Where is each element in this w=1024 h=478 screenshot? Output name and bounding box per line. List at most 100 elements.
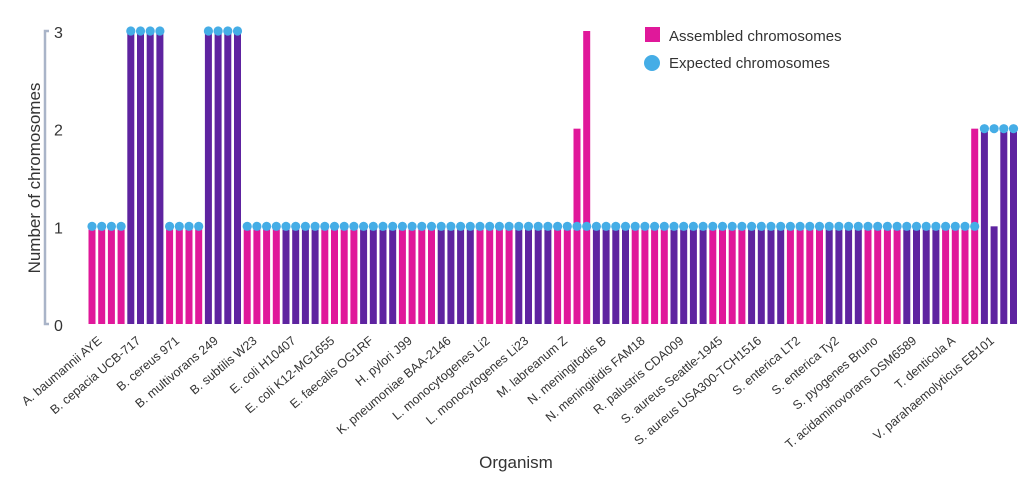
bar-assembled xyxy=(224,31,232,324)
bar-assembled xyxy=(845,226,853,324)
legend-swatch-expected xyxy=(644,55,660,71)
bar-assembled xyxy=(398,226,406,324)
bar-assembled xyxy=(408,226,416,324)
y-tick-label: 0 xyxy=(54,318,63,335)
dot-expected xyxy=(873,221,883,231)
bar-assembled xyxy=(563,226,571,324)
bar-assembled xyxy=(864,226,872,324)
bar-assembled xyxy=(757,226,765,324)
bar-assembled xyxy=(961,226,969,324)
bar-assembled xyxy=(379,226,387,324)
bar-assembled xyxy=(350,226,358,324)
bar-assembled xyxy=(786,226,794,324)
bar-assembled xyxy=(796,226,804,324)
dot-expected xyxy=(397,221,407,231)
bar-assembled xyxy=(651,226,659,324)
bar-assembled xyxy=(641,226,649,324)
bar-assembled xyxy=(738,226,746,324)
dot-expected xyxy=(601,221,611,231)
bar-assembled xyxy=(709,226,717,324)
dot-expected xyxy=(417,221,427,231)
bar-assembled xyxy=(1000,128,1008,324)
bar-assembled xyxy=(883,226,891,324)
bar-assembled xyxy=(486,226,494,324)
bar-assembled xyxy=(389,226,397,324)
dot-expected xyxy=(174,221,184,231)
dot-expected xyxy=(135,26,146,36)
bar-assembled xyxy=(554,226,562,324)
bar-assembled xyxy=(107,226,115,324)
bar-assembled xyxy=(340,226,348,324)
dot-expected xyxy=(727,221,737,231)
bar-assembled xyxy=(990,226,998,324)
dot-expected xyxy=(300,221,310,231)
dot-expected xyxy=(465,221,475,231)
bar-assembled xyxy=(825,226,833,324)
dot-expected xyxy=(999,124,1009,134)
bar-assembled xyxy=(466,226,474,324)
dot-expected xyxy=(223,26,233,36)
bar-assembled xyxy=(127,31,135,324)
y-tick-label: 3 xyxy=(54,25,63,42)
dot-expected xyxy=(863,221,873,231)
bar-assembled xyxy=(893,226,901,324)
bar-assembled xyxy=(534,226,542,324)
bar-assembled xyxy=(922,226,930,324)
dot-expected xyxy=(436,221,446,231)
dot-expected xyxy=(281,221,291,231)
bar-assembled xyxy=(282,226,290,324)
bar-assembled xyxy=(311,226,319,324)
dot-expected xyxy=(155,26,165,36)
dot-expected xyxy=(378,221,388,231)
dot-expected xyxy=(359,221,369,231)
bar-assembled xyxy=(699,226,707,324)
dot-expected xyxy=(669,221,679,231)
bar-assembled xyxy=(195,226,203,324)
dot-expected xyxy=(814,221,825,231)
bar-assembled xyxy=(117,226,125,324)
bar-assembled xyxy=(263,226,271,324)
dot-expected xyxy=(232,26,243,36)
x-tick-label: B. subtilis W23 xyxy=(187,334,259,398)
dot-expected xyxy=(165,221,175,231)
bar-assembled xyxy=(447,226,455,324)
dot-expected xyxy=(494,221,504,231)
legend-swatch-assembled xyxy=(645,27,660,42)
dot-expected xyxy=(756,221,766,231)
dot-expected xyxy=(931,221,941,231)
bar-assembled xyxy=(980,128,988,324)
bar-assembled xyxy=(719,226,726,324)
dot-expected xyxy=(388,221,398,231)
bar-assembled xyxy=(728,226,736,324)
dot-expected xyxy=(514,221,524,231)
dot-expected xyxy=(688,221,699,231)
bar-assembled xyxy=(292,226,300,324)
dot-expected xyxy=(950,221,960,231)
dot-expected xyxy=(795,221,805,231)
bar-assembled xyxy=(689,226,697,324)
bar-assembled xyxy=(428,226,435,324)
bar-assembled xyxy=(360,226,368,324)
dot-expected xyxy=(911,221,922,231)
bar-assembled xyxy=(874,226,882,324)
bar-assembled xyxy=(321,226,329,324)
legend-label-assembled: Assembled chromosomes xyxy=(669,28,842,45)
dot-expected xyxy=(776,221,786,231)
dot-expected xyxy=(456,221,466,231)
dot-expected xyxy=(591,221,602,231)
dot-expected xyxy=(446,221,456,231)
bar-assembled xyxy=(544,226,552,324)
dot-expected xyxy=(339,221,349,231)
bar-assembled xyxy=(592,226,600,324)
bar-assembled xyxy=(214,31,222,324)
dot-expected xyxy=(882,221,893,231)
dot-expected xyxy=(611,221,621,231)
dot-expected xyxy=(262,221,272,231)
dot-expected xyxy=(504,221,514,231)
dot-expected xyxy=(271,221,281,231)
dot-expected xyxy=(252,221,262,231)
dot-expected xyxy=(892,221,902,231)
bar-assembled xyxy=(476,226,484,324)
